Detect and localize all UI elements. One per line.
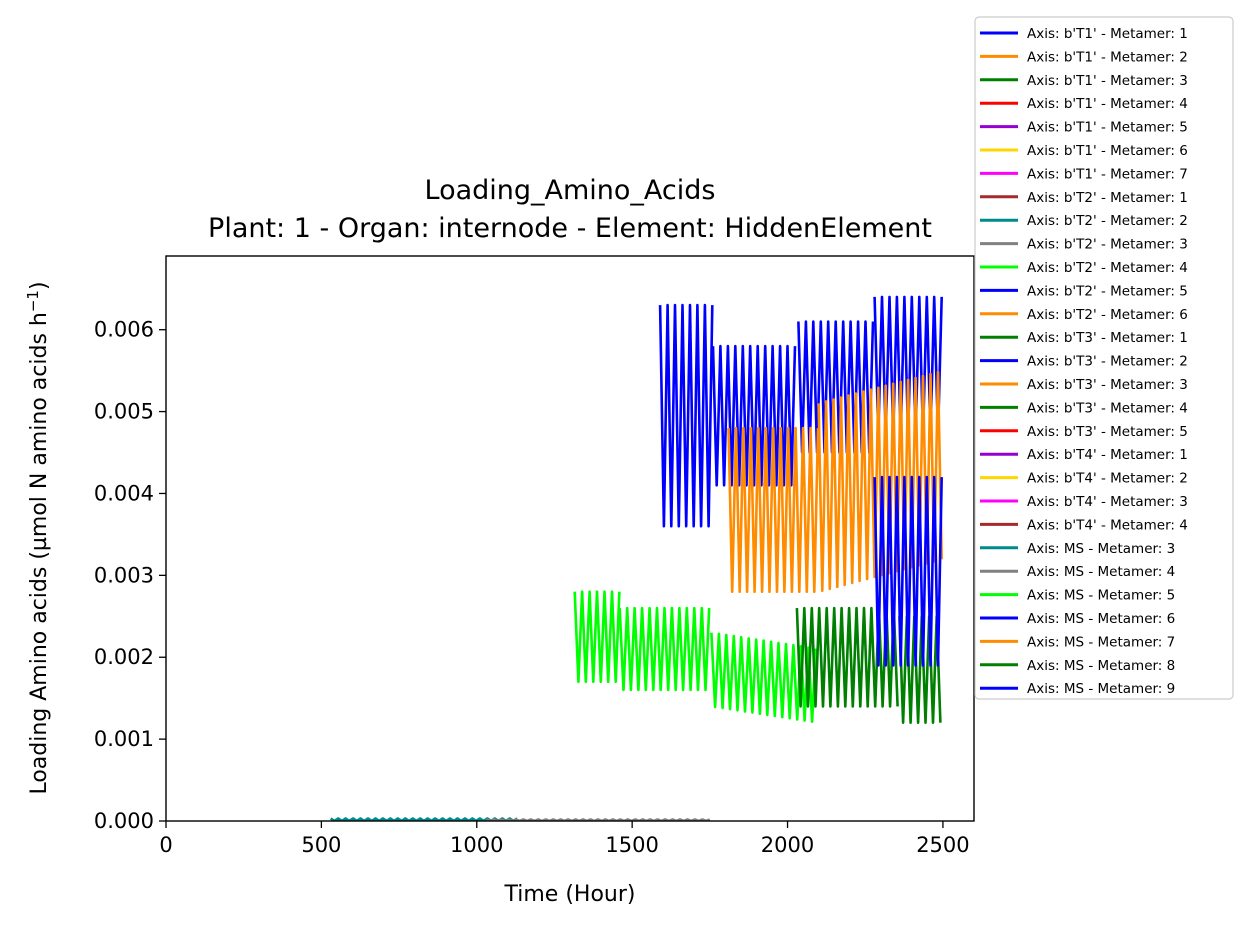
legend-label: Axis: b'T2' - Metamer: 5 xyxy=(1027,283,1188,299)
legend-frame xyxy=(974,16,1234,700)
legend-label: Axis: b'T1' - Metamer: 4 xyxy=(1027,96,1188,112)
y-tick-label: 0.003 xyxy=(94,563,154,587)
legend-label: Axis: b'T1' - Metamer: 5 xyxy=(1027,120,1188,136)
y-axis-label-close: ) xyxy=(27,281,52,290)
legend-label: Axis: b'T3' - Metamer: 1 xyxy=(1027,330,1188,346)
y-tick-label: 0.000 xyxy=(94,809,154,833)
y-tick-label: 0.002 xyxy=(94,645,154,669)
legend-label: Axis: b'T1' - Metamer: 7 xyxy=(1027,166,1188,182)
y-axis: 0.000 0.001 0.002 0.003 0.004 0.005 0.006 xyxy=(94,318,166,833)
y-tick-label: 0.006 xyxy=(94,318,154,342)
x-tick-label: 500 xyxy=(301,833,341,857)
series-line-24 xyxy=(485,818,711,821)
plot-frame xyxy=(165,255,975,822)
series-line-26 xyxy=(658,303,714,528)
legend-label: Axis: b'T4' - Metamer: 1 xyxy=(1027,447,1188,463)
y-tick-label: 0.004 xyxy=(94,481,154,505)
legend-label: Axis: b'T2' - Metamer: 1 xyxy=(1027,190,1188,206)
legend-label: Axis: MS - Metamer: 6 xyxy=(1027,611,1175,627)
legend-label: Axis: b'T4' - Metamer: 3 xyxy=(1027,494,1188,510)
x-axis: 0 500 1000 1500 2000 2500 xyxy=(159,821,970,857)
legend-label: Axis: b'T1' - Metamer: 3 xyxy=(1027,73,1188,89)
legend-label: Axis: MS - Metamer: 3 xyxy=(1027,541,1175,557)
legend-label: Axis: MS - Metamer: 9 xyxy=(1027,681,1175,697)
legend-label: Axis: MS - Metamer: 5 xyxy=(1027,588,1175,604)
series-line-27 xyxy=(727,426,820,594)
series-line-28 xyxy=(795,606,899,708)
y-tick-label: 0.005 xyxy=(94,400,154,424)
y-axis-label-exponent: −1 xyxy=(24,290,42,312)
y-tick-label: 0.001 xyxy=(94,727,154,751)
legend-label: Axis: MS - Metamer: 7 xyxy=(1027,634,1175,650)
series-line-23 xyxy=(329,817,518,821)
series-line-28 xyxy=(898,614,942,725)
legend-label: Axis: b'T4' - Metamer: 4 xyxy=(1027,517,1188,533)
x-tick-label: 2500 xyxy=(916,833,969,857)
legend-label: Axis: b'T1' - Metamer: 6 xyxy=(1027,143,1188,159)
series-line-26 xyxy=(797,320,875,454)
legend-label: Axis: b'T3' - Metamer: 5 xyxy=(1027,424,1188,440)
legend-label: Axis: MS - Metamer: 8 xyxy=(1027,658,1175,674)
series-layer xyxy=(329,295,943,821)
plot-area xyxy=(165,255,975,822)
chart-title: Loading_Amino_Acids xyxy=(425,175,716,206)
series-line-27 xyxy=(817,370,943,593)
y-axis-label: Loading Amino acids (µmol N amino acids … xyxy=(24,281,52,794)
legend-label: Axis: b'T1' - Metamer: 1 xyxy=(1027,26,1188,42)
legend-label: Axis: b'T4' - Metamer: 2 xyxy=(1027,471,1188,487)
x-tick-label: 1000 xyxy=(450,833,503,857)
legend-label: Axis: b'T3' - Metamer: 4 xyxy=(1027,400,1188,416)
x-tick-label: 0 xyxy=(159,833,172,857)
series-line-25 xyxy=(573,590,621,684)
series-line-26 xyxy=(711,344,797,487)
legend-label: Axis: b'T3' - Metamer: 2 xyxy=(1027,354,1188,370)
x-tick-label: 2000 xyxy=(761,833,814,857)
series-line-29 xyxy=(873,475,943,667)
legend: Axis: b'T1' - Metamer: 1 Axis: b'T1' - Me… xyxy=(974,16,1234,700)
legend-label: Axis: b'T2' - Metamer: 3 xyxy=(1027,237,1188,253)
y-axis-label-main: Loading Amino acids (µmol N amino acids … xyxy=(27,312,52,794)
x-axis-label: Time (Hour) xyxy=(504,882,636,907)
legend-label: Axis: b'T2' - Metamer: 4 xyxy=(1027,260,1188,276)
series-line-25 xyxy=(618,606,711,692)
chart-subtitle: Plant: 1 - Organ: internode - Element: H… xyxy=(208,213,932,244)
legend-label: Axis: MS - Metamer: 4 xyxy=(1027,564,1175,580)
legend-label: Axis: b'T3' - Metamer: 3 xyxy=(1027,377,1188,393)
legend-label: Axis: b'T1' - Metamer: 2 xyxy=(1027,49,1188,65)
series-line-25 xyxy=(710,632,818,724)
legend-label: Axis: b'T2' - Metamer: 6 xyxy=(1027,307,1188,323)
x-tick-label: 1500 xyxy=(605,833,658,857)
legend-label: Axis: b'T2' - Metamer: 2 xyxy=(1027,213,1188,229)
